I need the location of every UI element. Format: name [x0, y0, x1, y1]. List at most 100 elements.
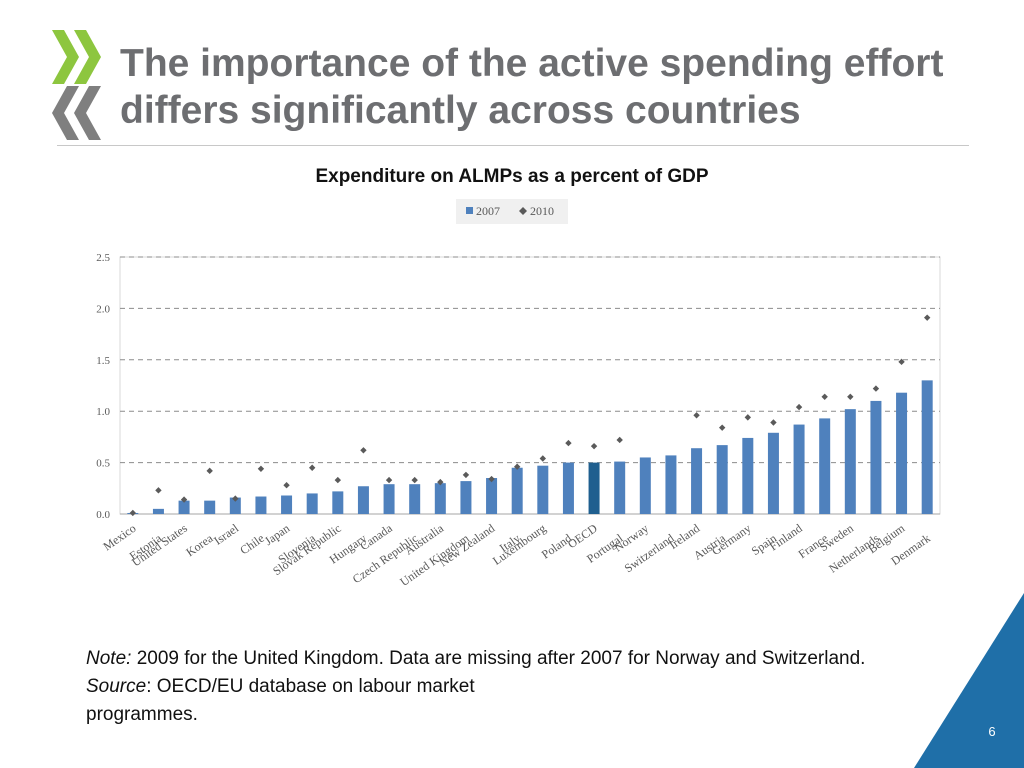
marker-2010-netherlands — [872, 385, 880, 392]
x-tick-label-korea: Korea — [183, 531, 216, 560]
bar-2007-switzerland — [665, 455, 677, 514]
x-tick-label-israel: Israel — [211, 521, 241, 548]
logo-chevron-green-left — [52, 30, 79, 84]
bar-2007-spain — [767, 432, 779, 514]
title-divider — [57, 145, 969, 146]
logo-chevron-grey-left — [52, 86, 79, 140]
footnote: Note: 2009 for the United Kingdom. Data … — [86, 645, 906, 729]
bar-2007-norway — [639, 457, 651, 514]
bar-2007-denmark — [921, 380, 933, 514]
legend-swatch-2007 — [466, 207, 473, 214]
bar-2007-czech-republic — [409, 484, 421, 514]
marker-2010-united-kingdom — [462, 471, 470, 479]
marker-2010-new-zealand — [488, 475, 495, 483]
marker-2010-portugal — [616, 436, 623, 444]
bar-2007-canada — [383, 484, 395, 514]
x-tick-label-japan: Japan — [262, 521, 292, 548]
y-tick-label: 1.5 — [96, 355, 110, 367]
marker-2010-canada — [385, 476, 393, 484]
y-axis: 0.0 0.5 1.0 1.5 2.0 2.5 — [96, 252, 110, 521]
bar-2007-sweden — [844, 409, 856, 514]
marker-2010-germany — [744, 414, 752, 421]
bar-2007-austria — [716, 445, 728, 514]
bar-2007-germany — [742, 437, 754, 514]
bar-2007-japan — [281, 495, 293, 514]
marker-2010-italy — [513, 463, 521, 470]
slide-title-line-2: differs significantly across countries — [120, 89, 801, 132]
marker-2010-luxembourg — [539, 455, 547, 462]
marker-2010-japan — [283, 482, 290, 489]
marker-2010-israel — [232, 495, 239, 502]
x-tick-label-chile: Chile — [237, 531, 266, 557]
bar-2007-italy — [511, 467, 523, 514]
logo-chevron-grey-right — [74, 86, 101, 140]
note-text: 2009 for the United Kingdom. Data are mi… — [131, 648, 866, 669]
bar-2007-belgium — [896, 392, 908, 514]
marker-2010-hungary — [360, 447, 367, 454]
bar-2007-portugal — [614, 461, 626, 514]
bar-2007-israel — [229, 497, 241, 514]
bar-2007-france — [819, 418, 831, 514]
bar-2007-luxembourg — [537, 465, 549, 514]
bar-2007-united-kingdom — [460, 481, 472, 514]
bar-2007-finland — [793, 424, 805, 514]
marker-2010-oecd — [590, 442, 598, 450]
marker-2010-austria — [718, 424, 726, 431]
gridlines — [120, 256, 940, 515]
marker-2010-belgium — [898, 358, 905, 366]
marker-2010-ireland — [693, 412, 700, 419]
marker-2010-estonia — [155, 487, 162, 494]
page-number: 6 — [988, 724, 996, 739]
marker-2010-chile — [257, 465, 265, 472]
chart-title: Expenditure on ALMPs as a percent of GDP — [315, 166, 709, 187]
note-label: Note: — [86, 648, 132, 669]
marker-2010-united-states — [180, 496, 188, 503]
y-tick-label: 2.0 — [96, 303, 110, 315]
bar-2007-united-states — [178, 500, 190, 514]
legend-label-2007: 2007 — [476, 204, 500, 218]
plot-border — [119, 256, 941, 515]
markers-2010 — [129, 314, 931, 517]
y-tick-label: 0.0 — [96, 509, 110, 521]
marker-2010-poland — [565, 439, 572, 447]
source-label: Source — [86, 676, 147, 697]
chart-legend: 2007 2010 — [456, 199, 568, 224]
bar-2007-poland — [562, 462, 574, 514]
marker-2010-spain — [770, 419, 777, 426]
bar-chart: 2007 2010 0.0 0.5 1.0 1.5 2.0 2.5 MexicoEston… — [96, 199, 941, 589]
bar-2007-korea — [204, 500, 216, 514]
marker-2010-mexico — [129, 509, 137, 517]
marker-2010-czech-republic — [411, 476, 418, 484]
slide-title-line-1: The importance of the active spending ef… — [120, 42, 944, 85]
marker-2010-slovak-republic — [334, 476, 342, 484]
bars-2007 — [127, 380, 933, 514]
y-tick-label: 1.0 — [96, 406, 110, 418]
legend-box — [456, 199, 568, 224]
marker-2010-france — [821, 393, 828, 401]
slide-title: The importance of the active spending ef… — [120, 40, 1000, 134]
marker-2010-sweden — [847, 393, 854, 401]
bar-2007-hungary — [357, 486, 369, 514]
marker-2010-denmark — [923, 314, 931, 321]
marker-2010-finland — [795, 403, 803, 411]
marker-2010-slovenia — [308, 464, 316, 471]
bar-2007-new-zealand — [486, 478, 498, 514]
bar-2007-oecd — [588, 462, 600, 514]
corner-decoration — [914, 593, 1024, 768]
bar-2007-estonia — [152, 508, 164, 514]
oecd-logo — [52, 30, 101, 140]
bar-2007-slovak-republic — [332, 491, 344, 514]
logo-chevron-green-right — [74, 30, 101, 84]
bar-2007-netherlands — [870, 400, 882, 514]
marker-2010-australia — [437, 478, 444, 486]
y-tick-label: 0.5 — [96, 458, 110, 470]
legend-marker-2010 — [519, 207, 527, 215]
marker-2010-korea — [206, 467, 213, 475]
legend-label-2010: 2010 — [530, 204, 554, 218]
y-tick-label: 2.5 — [96, 252, 110, 264]
bar-2007-chile — [255, 496, 267, 514]
bar-2007-australia — [434, 483, 446, 514]
corner-triangle — [914, 593, 1024, 768]
plot-area — [119, 256, 941, 515]
